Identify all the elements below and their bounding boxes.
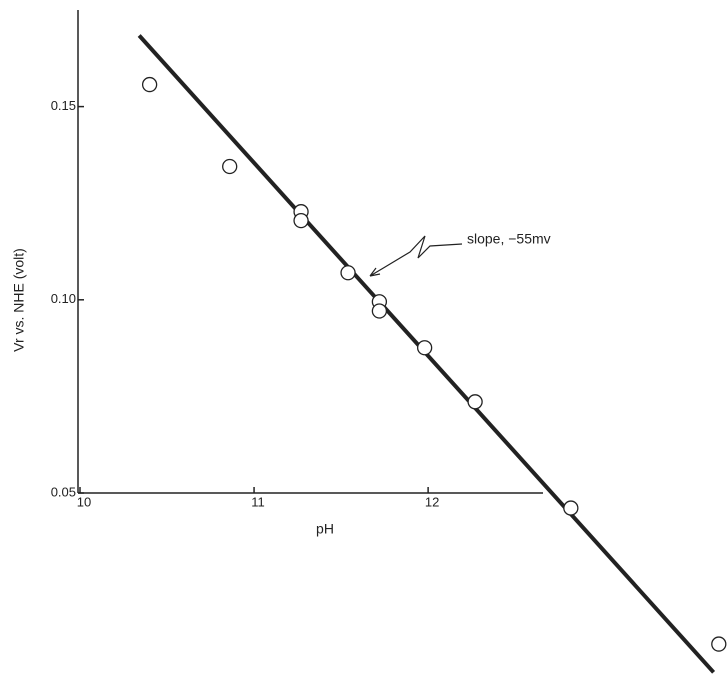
annotation-arrow <box>369 235 463 277</box>
x-axis-label: pH <box>316 521 334 537</box>
y-tick-label: 0.15 <box>51 98 76 113</box>
y-tick-label: 0.05 <box>51 484 76 499</box>
data-point <box>563 500 579 516</box>
data-point <box>293 212 309 229</box>
data-point <box>416 340 433 356</box>
y-axis-label: Vr vs. NHE (volt) <box>11 248 27 352</box>
data-point <box>141 76 158 93</box>
x-tick-label: 11 <box>251 494 265 509</box>
annotation: slope, −55mv <box>467 231 551 247</box>
x-tick-label: 10 <box>77 494 91 509</box>
y-tick-label: 0.10 <box>51 291 76 306</box>
data-point <box>371 303 388 319</box>
x-tick-label: 12 <box>425 494 439 509</box>
data-point <box>340 265 356 281</box>
data-point <box>222 158 238 175</box>
data-point <box>711 636 727 652</box>
data-point <box>467 394 483 410</box>
